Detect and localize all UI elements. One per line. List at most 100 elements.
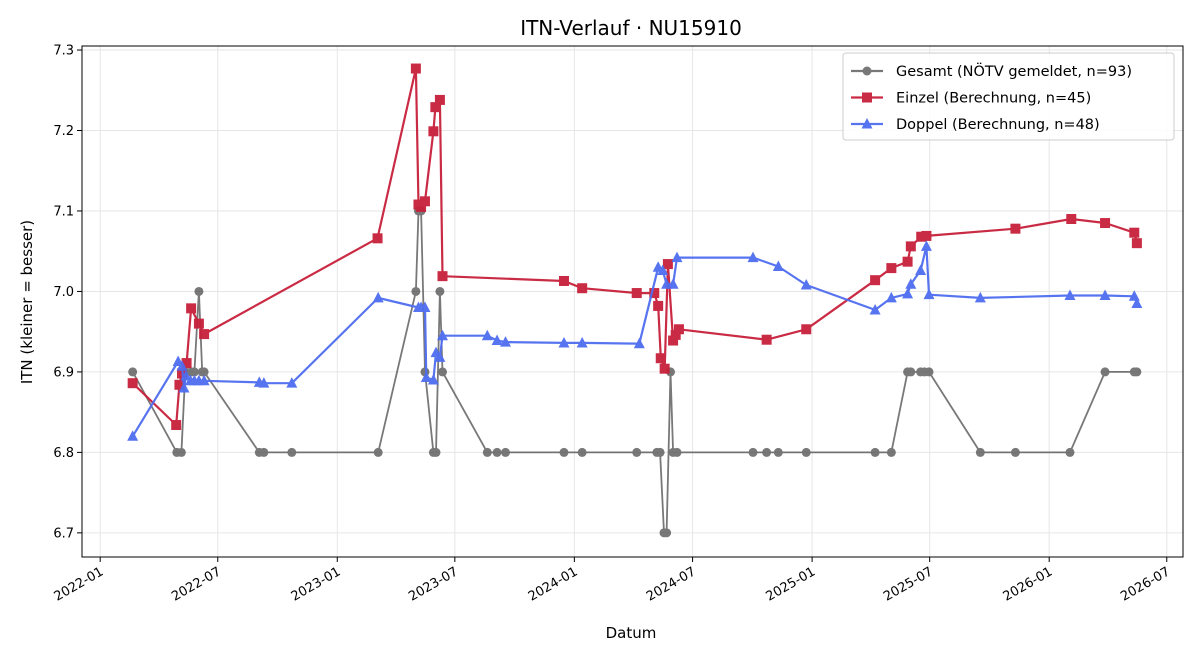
data-point-doppel xyxy=(923,288,935,300)
x-axis-label: Datum xyxy=(606,624,657,642)
x-tick-label: 2026-01 xyxy=(1001,564,1056,604)
data-point-doppel xyxy=(180,369,192,381)
data-point-gesamt xyxy=(773,447,783,457)
data-point-einzel xyxy=(434,94,445,105)
data-point-doppel xyxy=(481,329,493,341)
x-tick-label: 2025-07 xyxy=(881,564,936,604)
data-point-doppel xyxy=(437,329,449,341)
data-point-einzel xyxy=(430,102,441,113)
y-tick-label: 6.8 xyxy=(53,446,74,461)
data-point-einzel xyxy=(670,329,681,340)
series-doppel xyxy=(127,240,1143,441)
x-tick-label: 2024-07 xyxy=(644,564,699,604)
data-point-einzel xyxy=(577,283,588,294)
x-tick-label: 2025-01 xyxy=(764,564,819,604)
data-point-einzel xyxy=(1066,214,1077,225)
data-point-einzel xyxy=(558,275,569,286)
data-point-gesamt xyxy=(975,447,985,457)
data-point-einzel xyxy=(171,420,182,431)
y-tick-label: 7.3 xyxy=(53,44,74,59)
data-point-doppel xyxy=(198,374,210,386)
data-point-einzel xyxy=(174,379,185,390)
data-point-gesamt xyxy=(577,447,587,457)
data-point-gesamt xyxy=(559,447,569,457)
data-point-einzel xyxy=(870,275,881,286)
data-point-doppel xyxy=(772,260,784,271)
data-point-gesamt xyxy=(435,286,445,296)
series-gesamt xyxy=(128,206,1142,538)
data-point-doppel xyxy=(747,251,759,263)
data-point-gesamt xyxy=(801,447,811,457)
data-point-doppel xyxy=(1064,289,1076,300)
data-point-doppel xyxy=(176,360,188,371)
data-point-gesamt xyxy=(748,447,758,457)
legend-box xyxy=(842,52,1175,141)
data-point-gesamt xyxy=(438,367,448,377)
data-point-einzel xyxy=(1100,218,1111,229)
data-point-gesamt xyxy=(194,286,204,296)
data-point-einzel xyxy=(631,288,642,299)
data-point-doppel xyxy=(671,251,683,263)
data-point-einzel xyxy=(801,324,812,335)
legend-label: Gesamt (NÖTV gemeldet, n=93) xyxy=(896,62,1132,80)
data-point-doppel xyxy=(633,337,645,349)
data-point-einzel xyxy=(419,196,430,207)
data-point-doppel xyxy=(657,264,669,276)
data-point-einzel xyxy=(659,363,670,374)
y-tick-label: 7.1 xyxy=(53,204,74,219)
data-point-doppel xyxy=(800,279,812,290)
y-tick-label: 6.9 xyxy=(53,365,74,380)
data-point-doppel xyxy=(905,278,917,289)
legend-marker-doppel xyxy=(861,118,873,129)
data-point-gesamt xyxy=(431,447,441,457)
data-point-einzel xyxy=(416,201,427,212)
series-einzel xyxy=(127,63,1142,431)
data-point-doppel xyxy=(372,291,384,303)
y-tick-label: 6.7 xyxy=(53,526,74,541)
data-point-doppel xyxy=(885,291,897,303)
data-point-einzel xyxy=(902,256,913,267)
data-point-gesamt xyxy=(128,367,138,377)
data-point-doppel xyxy=(576,336,588,348)
x-tick-label: 2022-07 xyxy=(169,564,224,604)
data-point-einzel xyxy=(662,259,673,270)
legend-label: Doppel (Berechnung, n=48) xyxy=(896,117,1100,133)
data-point-einzel xyxy=(921,230,932,241)
data-point-doppel xyxy=(920,240,932,251)
x-tick-label: 2023-07 xyxy=(406,564,461,604)
data-point-gesamt xyxy=(482,447,492,457)
data-point-einzel xyxy=(428,126,439,137)
data-point-gesamt xyxy=(886,447,896,457)
data-point-doppel xyxy=(258,377,270,388)
legend: Gesamt (NÖTV gemeldet, n=93) Einzel (Bere… xyxy=(842,52,1175,141)
data-point-gesamt xyxy=(1065,447,1075,457)
data-point-einzel xyxy=(673,324,684,335)
data-point-gesamt xyxy=(870,447,880,457)
data-point-einzel xyxy=(199,329,210,340)
data-point-gesamt xyxy=(655,447,665,457)
data-point-gesamt xyxy=(176,447,186,457)
data-point-einzel xyxy=(437,271,448,282)
data-point-gesamt xyxy=(373,447,383,457)
y-tick-label: 7.0 xyxy=(53,285,74,300)
data-point-einzel xyxy=(1131,238,1142,249)
data-point-gesamt xyxy=(906,367,916,377)
data-point-gesamt xyxy=(411,286,421,296)
data-point-gesamt xyxy=(632,447,642,457)
data-point-einzel xyxy=(127,378,138,389)
data-point-einzel xyxy=(372,233,383,244)
data-point-einzel xyxy=(916,231,927,242)
data-point-gesamt xyxy=(1010,447,1020,457)
data-point-einzel xyxy=(193,318,204,329)
data-point-einzel xyxy=(1010,223,1021,234)
data-point-doppel xyxy=(127,430,139,441)
data-point-doppel xyxy=(558,336,570,348)
data-point-doppel xyxy=(1131,297,1143,309)
data-point-gesamt xyxy=(1100,367,1110,377)
data-point-doppel xyxy=(500,336,512,347)
data-point-einzel xyxy=(905,241,916,252)
series-line-doppel xyxy=(131,245,1138,437)
data-point-einzel xyxy=(655,353,666,364)
data-point-einzel xyxy=(186,303,197,314)
data-point-einzel xyxy=(761,334,772,345)
